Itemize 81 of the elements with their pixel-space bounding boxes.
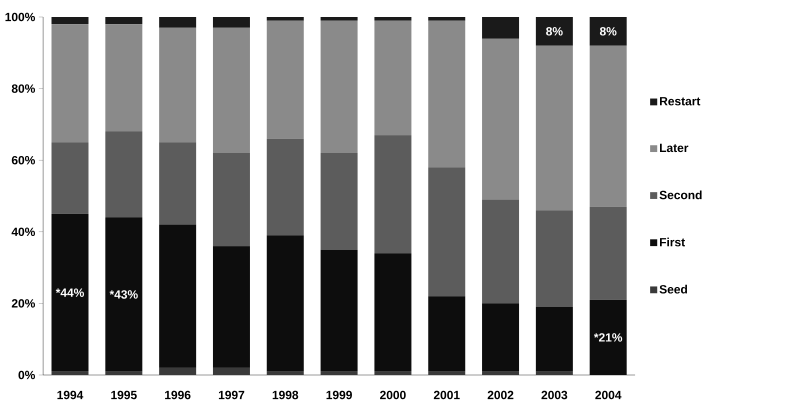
data-label: *21% [594,333,622,342]
y-tick-label: 80% [12,84,35,93]
bar [590,206,627,300]
bar [482,371,520,375]
x-tick-label: 2003 [541,390,568,400]
bar [536,306,573,372]
x-tick-label: 1998 [272,390,298,400]
bar [536,210,573,307]
bar [482,200,520,304]
bar [52,214,88,372]
x-tick-label: 1995 [111,390,137,400]
bar [590,16,627,46]
data-label: *44% [56,288,84,297]
x-tick-label: 2002 [488,390,514,400]
bar [266,371,304,375]
bar [428,20,466,168]
x-tick-label: 1997 [218,390,244,400]
bar [482,16,520,38]
bar [320,153,358,250]
y-tick-label: 100% [5,12,35,22]
bar [428,16,466,21]
bar [212,28,250,154]
bar [590,46,627,207]
bar [212,368,250,375]
bar [159,224,196,368]
bar [482,303,520,372]
data-label: 8% [600,27,617,36]
bar [374,253,412,372]
x-tick-label: 1994 [57,390,84,400]
bar [159,16,196,28]
bar [590,300,627,375]
bar [52,24,88,142]
y-tick-label: 20% [12,299,35,308]
x-tick-label: 2000 [380,390,406,400]
x-tick-label: 2004 [595,390,622,400]
data-label: *43% [110,290,138,299]
bar [105,217,142,372]
x-tick-label: 2001 [434,390,460,400]
bar [212,246,250,368]
bar [374,371,412,375]
bar [52,16,88,24]
bar [159,368,196,375]
bar [105,24,142,132]
bar [428,371,466,375]
bar [536,371,573,375]
bar [428,296,466,372]
bar [374,16,412,21]
legend-label: Restart [660,97,700,106]
legend-label: Seed [660,284,687,294]
bar [266,16,304,21]
bar [212,16,250,28]
bar [374,135,412,254]
x-tick-label: 1999 [326,390,352,400]
bar [159,142,196,225]
bar [52,142,88,214]
bar [320,20,358,154]
bar [105,16,142,24]
bar [105,132,142,218]
bar [320,16,358,21]
bar [320,371,358,375]
bar [266,138,304,236]
legend-label: First [660,238,685,246]
y-tick-label: 0% [18,370,35,380]
y-tick-label: 60% [12,156,35,164]
bar [536,46,573,210]
x-tick-label: 1996 [165,390,190,400]
bar [428,167,466,296]
legend-label: Second [660,190,702,200]
bar [159,28,196,142]
data-label: 8% [546,27,563,36]
bar [482,38,520,200]
legend-label: Later [660,144,688,152]
bar [536,16,573,46]
bar [212,153,250,246]
bar [52,371,88,375]
bar [266,235,304,372]
bar [320,250,358,372]
bar [105,371,142,375]
y-tick-label: 40% [12,228,35,236]
bar [374,20,412,136]
bar [266,20,304,139]
